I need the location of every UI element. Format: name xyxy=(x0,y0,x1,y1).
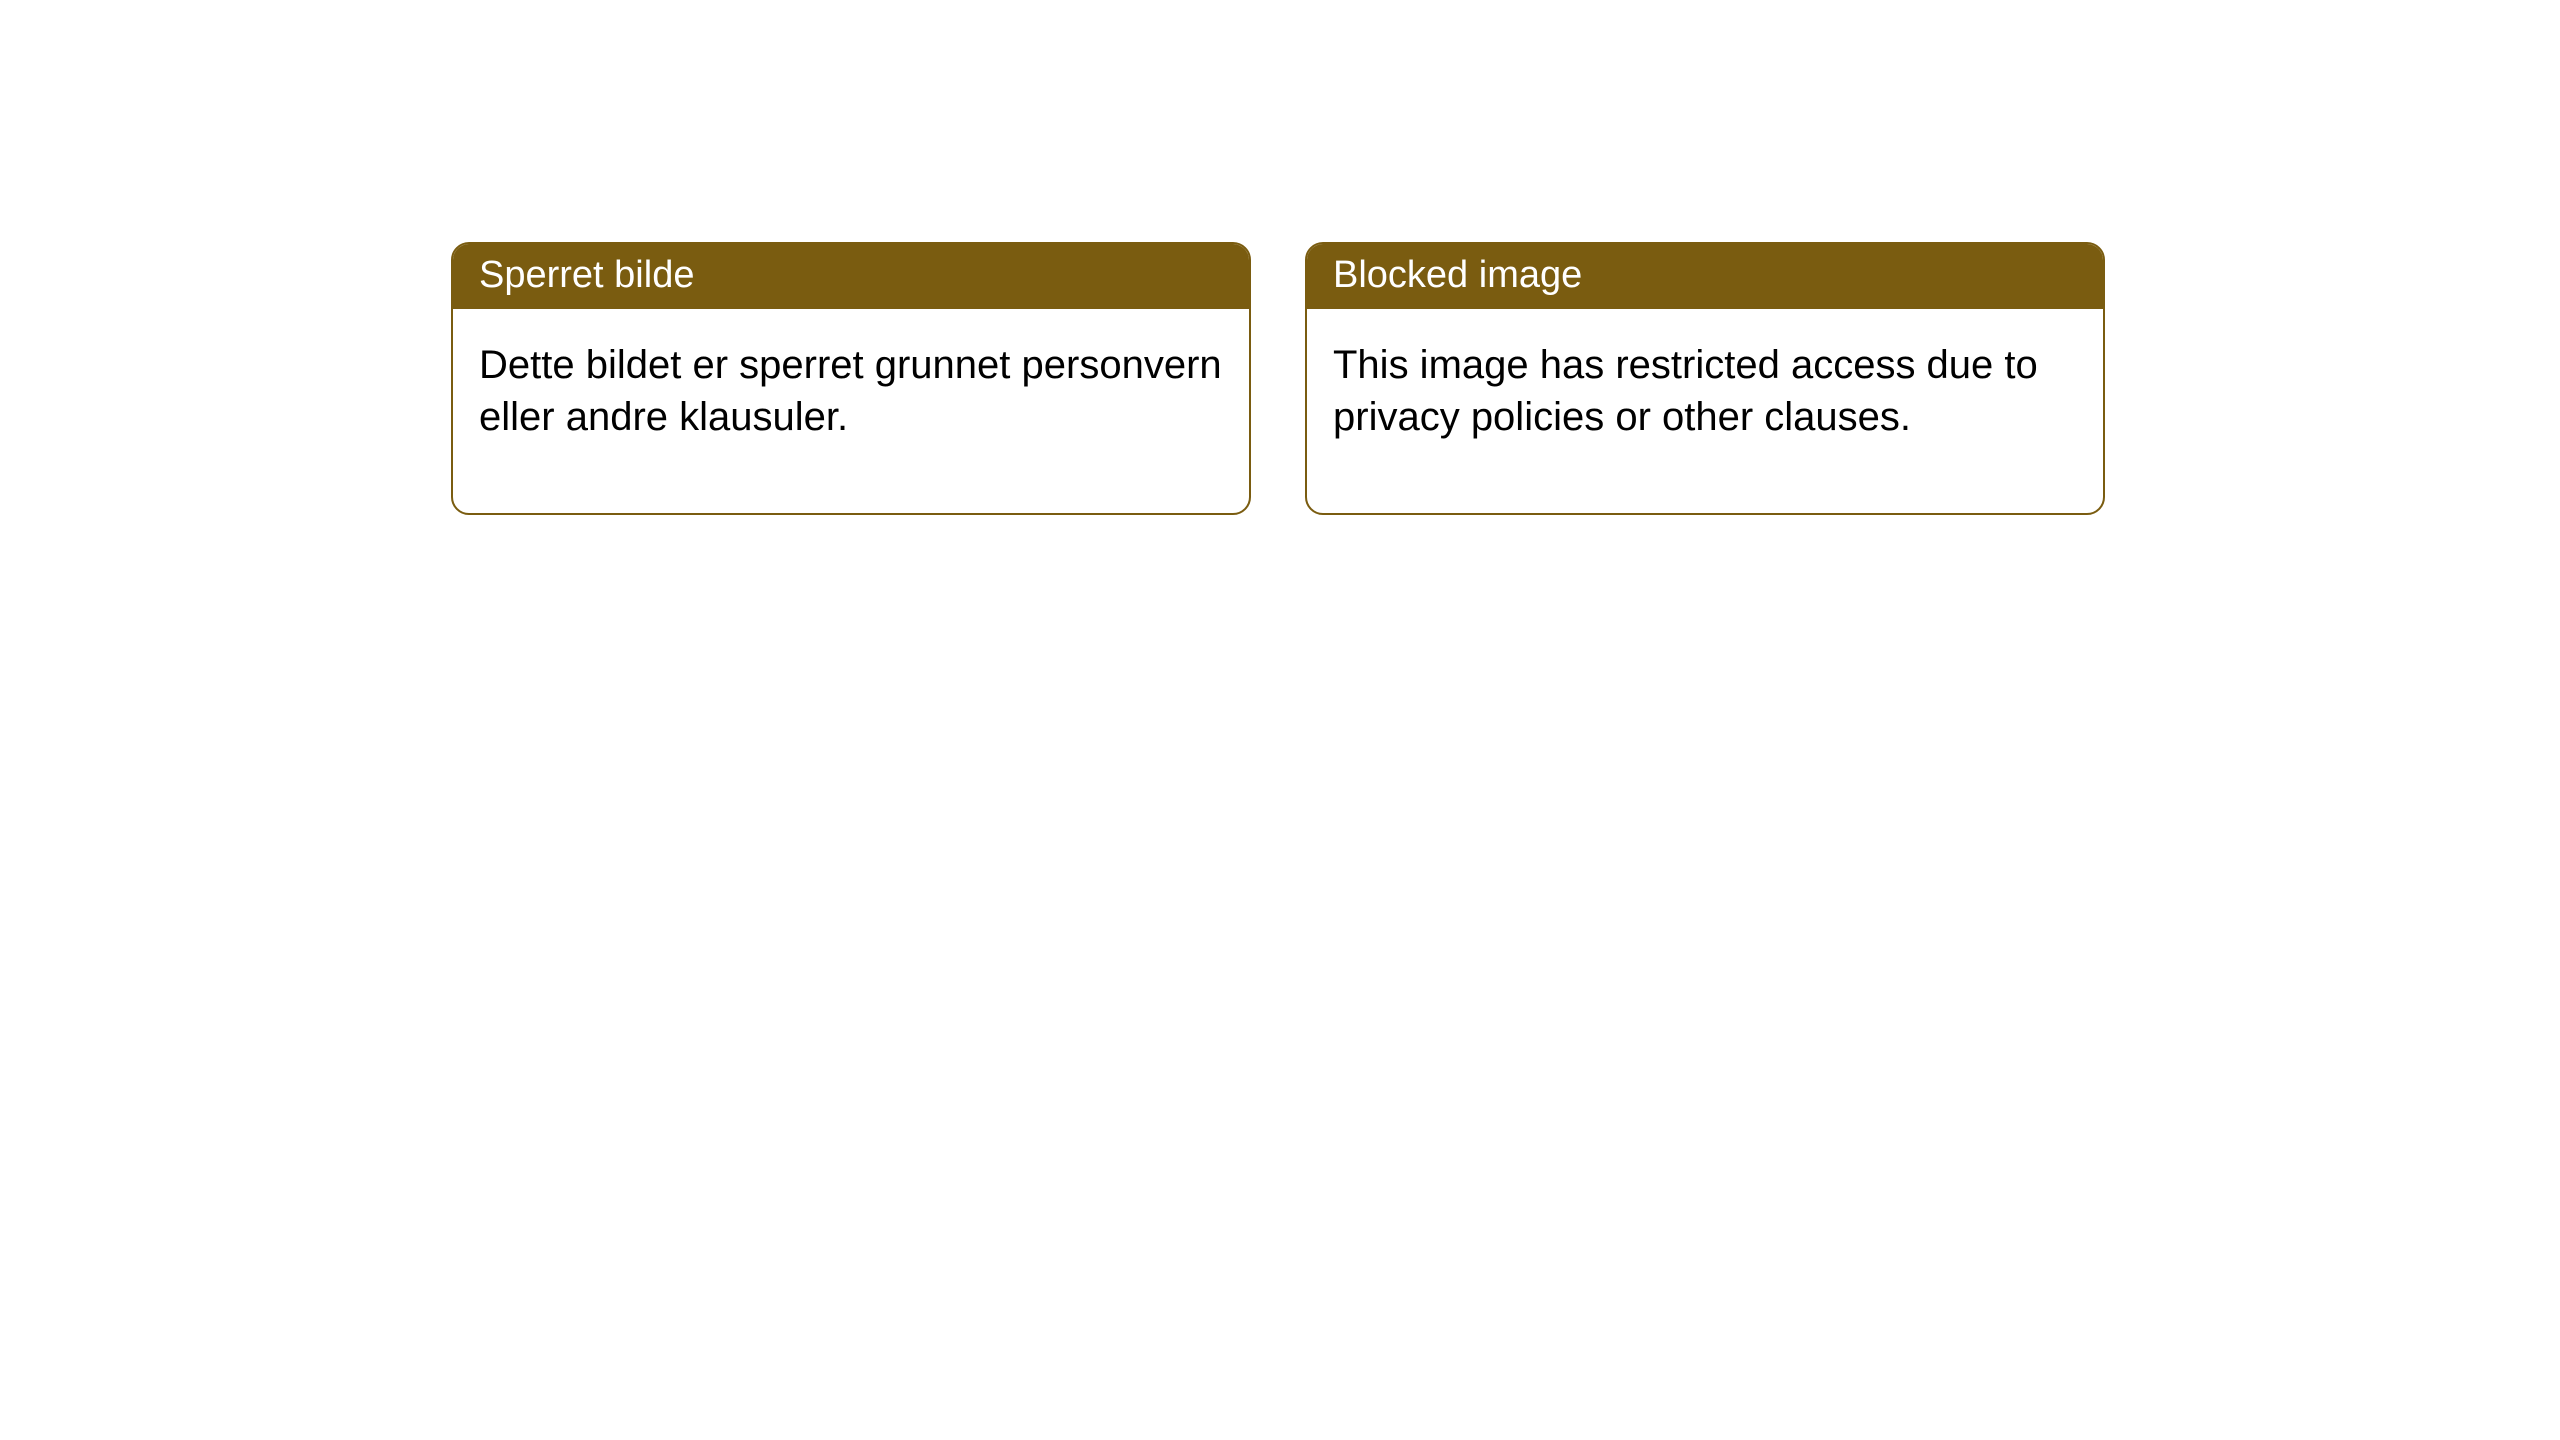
notice-body: Dette bildet er sperret grunnet personve… xyxy=(453,309,1249,513)
notice-header: Blocked image xyxy=(1307,244,2103,309)
notice-body: This image has restricted access due to … xyxy=(1307,309,2103,513)
notice-card-norwegian: Sperret bilde Dette bildet er sperret gr… xyxy=(451,242,1251,515)
notice-card-english: Blocked image This image has restricted … xyxy=(1305,242,2105,515)
notice-container: Sperret bilde Dette bildet er sperret gr… xyxy=(451,242,2105,515)
notice-header: Sperret bilde xyxy=(453,244,1249,309)
